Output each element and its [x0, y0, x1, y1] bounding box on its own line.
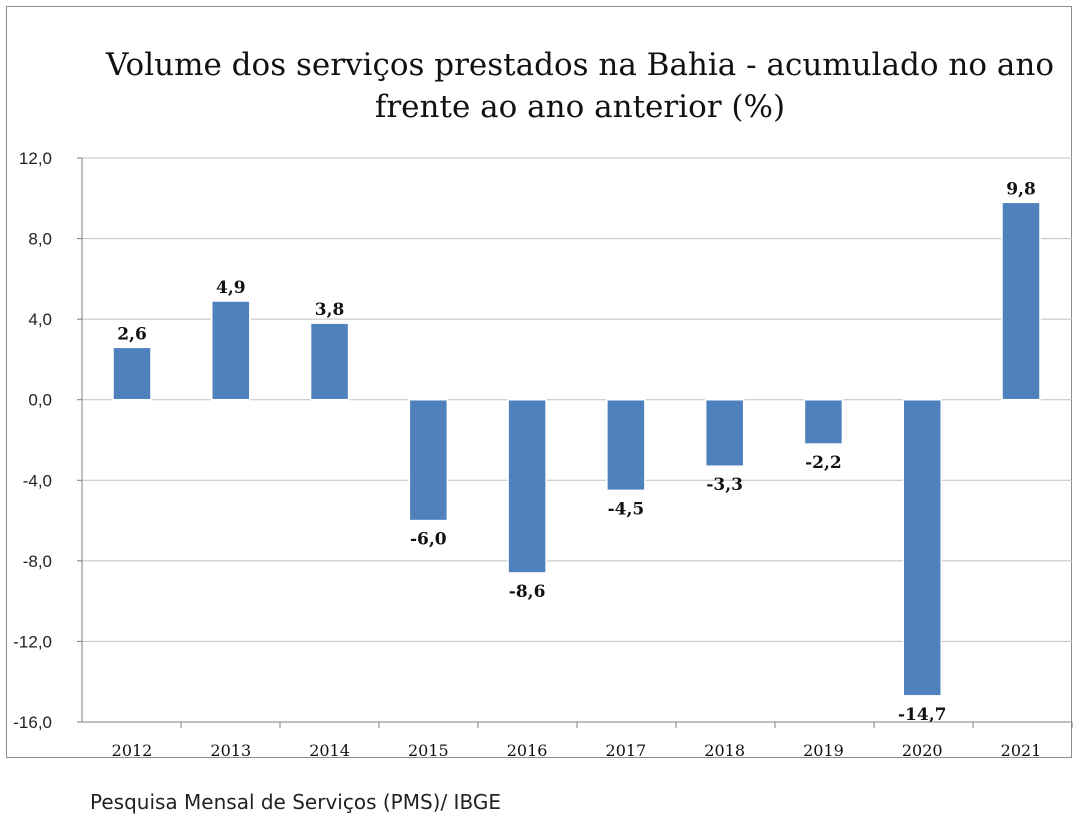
bar-2016: [507, 398, 547, 574]
y-tick-label: -16,0: [13, 713, 52, 732]
bar-2020: [902, 398, 942, 697]
data-label: 4,9: [216, 278, 246, 298]
data-label: 3,8: [315, 300, 345, 320]
y-tick-label: 0,0: [28, 391, 52, 410]
chart-frame: [6, 6, 1072, 758]
bar-2018: [704, 398, 745, 467]
x-tick-label: 2018: [704, 741, 745, 760]
y-tick-label: -8,0: [23, 552, 52, 571]
x-tick-label: 2014: [309, 741, 350, 760]
bar-2013: [211, 300, 251, 401]
x-tick-label: 2013: [210, 741, 251, 760]
data-label: -6,0: [410, 530, 447, 550]
bar-2019: [803, 398, 844, 445]
bar-2014: [309, 322, 350, 401]
chart-title: Volume dos serviços prestados na Bahia -…: [106, 47, 1054, 125]
data-label: -3,3: [706, 475, 743, 495]
data-label: -4,5: [608, 499, 645, 519]
x-tick-label: 2019: [803, 741, 844, 760]
y-tick-label: 4,0: [28, 310, 52, 329]
data-label: -2,2: [805, 453, 842, 473]
data-label: 2,6: [117, 324, 147, 344]
y-tick-label: -4,0: [23, 471, 52, 490]
bar-2015: [408, 398, 449, 522]
bar-2017: [606, 398, 646, 492]
data-label: -14,7: [898, 705, 946, 725]
data-label: -8,6: [509, 582, 546, 602]
x-tick-label: 2017: [606, 741, 647, 760]
y-tick-label: -12,0: [13, 632, 52, 651]
data-label: 9,8: [1006, 179, 1036, 199]
y-tick-label: 8,0: [28, 230, 52, 249]
y-tick-label: 12,0: [19, 149, 52, 168]
x-tick-label: 2020: [902, 741, 943, 760]
x-tick-label: 2021: [1001, 741, 1042, 760]
bar-2021: [1001, 201, 1041, 401]
bar-2012: [112, 346, 152, 401]
source-note: Pesquisa Mensal de Serviços (PMS)/ IBGE: [90, 790, 501, 814]
x-tick-label: 2015: [408, 741, 449, 760]
x-tick-label: 2012: [112, 741, 153, 760]
x-tick-label: 2016: [507, 741, 548, 760]
